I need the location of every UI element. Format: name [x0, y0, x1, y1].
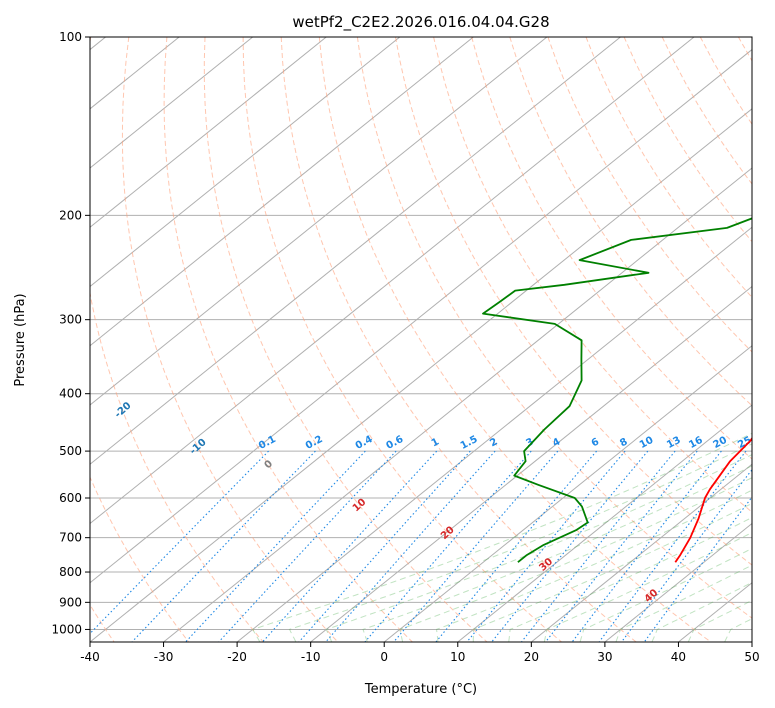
- moist-adiabat-line: [436, 489, 752, 642]
- x-axis-label: Temperature (°C): [364, 682, 477, 697]
- isotherm-line: [90, 108, 752, 642]
- moist-adiabat-line: [543, 532, 752, 642]
- isotherm-line: [90, 37, 474, 347]
- moist-adiabat-line: [251, 432, 752, 642]
- y-tick-label: 200: [59, 208, 82, 222]
- x-tick-label: -20: [227, 650, 247, 664]
- y-tick-label: 600: [59, 491, 82, 505]
- moist-adiabat-line: [288, 443, 752, 642]
- mixing-ratio-label: 1: [430, 436, 441, 449]
- isotherm-line: [531, 463, 752, 642]
- x-tick-label: -40: [80, 650, 100, 664]
- dry-adiabat-line: [121, 37, 339, 642]
- x-tick-label: 30: [597, 650, 612, 664]
- mixing-ratio-line: [643, 496, 752, 642]
- moist-adiabat-line: [651, 581, 752, 642]
- dry-adiabat-line: [163, 37, 413, 642]
- y-tick-label: 400: [59, 387, 82, 401]
- moist-adiabat-line: [325, 454, 752, 642]
- plot-frame: [89, 36, 753, 643]
- mixing-ratio-label: 6: [590, 436, 601, 449]
- mixing-ratio-label: 2: [488, 436, 499, 449]
- x-tick-label: 40: [671, 650, 686, 664]
- dry-adiabat-line: [356, 37, 752, 619]
- y-axis-label: Pressure (hPa): [13, 293, 28, 386]
- isotherm-line: [90, 48, 752, 584]
- isotherm-line: [90, 37, 695, 525]
- isotherm-line: [90, 37, 327, 228]
- x-tick-label: 0: [380, 650, 388, 664]
- mixing-ratio-line: [571, 450, 722, 642]
- y-tick-label: 700: [59, 531, 82, 545]
- dry-adiabat-line: [242, 37, 562, 642]
- isotherm-line: [383, 345, 752, 642]
- x-tick-label: 20: [524, 650, 539, 664]
- moist-adiabat-line: [615, 564, 752, 642]
- dry-adiabat-line: [90, 475, 190, 642]
- dry-adiabat-line: [203, 37, 488, 642]
- mixing-ratio-label: 8: [618, 436, 629, 449]
- x-tick-label: 50: [744, 650, 759, 664]
- plot-area: 0.10.20.40.611.52346810131620253036-100-…: [90, 37, 753, 642]
- isotherm-line: [90, 37, 548, 406]
- x-tick-label: 10: [450, 650, 465, 664]
- chart-title: wetPf2_C2E2.2026.016.04.04.G28: [292, 13, 549, 32]
- mixing-ratio-line: [218, 450, 397, 642]
- y-tick-label: 100: [59, 30, 82, 44]
- mixing-ratio-line: [435, 450, 598, 642]
- dry-adiabat-line: [547, 37, 752, 353]
- moist-adiabat-line: [399, 477, 752, 642]
- y-tick-label: 500: [59, 444, 82, 458]
- y-tick-label: 900: [59, 595, 82, 609]
- dry-adiabat-line: [280, 37, 637, 642]
- mixing-ratio-line: [545, 450, 698, 642]
- isotherm-line: [90, 37, 401, 288]
- dry-adiabat-line: [395, 37, 752, 566]
- moist-adiabat-line: [579, 547, 752, 642]
- mixing-ratio-label: 3: [524, 436, 535, 449]
- isotherm-line: [457, 404, 752, 642]
- isotherm-line: [90, 37, 621, 465]
- axes: -40 -30 -20 -10 0 10 20 30 40 50 100 200 300 400 500 60…: [51, 30, 759, 664]
- dry-adiabat-line: [585, 37, 752, 298]
- dry-adiabat-line: [433, 37, 752, 513]
- mixing-ratio-line: [298, 450, 471, 642]
- isotherm-line: [604, 522, 752, 642]
- x-tick-label: -30: [154, 650, 174, 664]
- mixing-ratio-label: 25: [736, 435, 753, 451]
- temperature-line: [674, 436, 752, 563]
- y-tick-label: 300: [59, 313, 82, 327]
- mixing-ratio-line: [262, 450, 438, 642]
- y-tick-label: 1000: [51, 622, 82, 636]
- y-tick-label: 800: [59, 565, 82, 579]
- isotherm-line: [90, 37, 254, 169]
- mixing-ratio-line: [466, 450, 626, 642]
- mixing-ratio-label: 4: [551, 436, 562, 449]
- mixing-ratio-line: [131, 450, 316, 642]
- dewpoint-line: [482, 217, 752, 563]
- mixing-ratio-line: [393, 450, 559, 642]
- x-tick-label: -10: [301, 650, 321, 664]
- mixing-ratio-line: [521, 450, 676, 642]
- isotherm-line: [236, 226, 752, 642]
- mixing-ratio-line: [90, 450, 269, 635]
- dry-adiabat-line: [318, 37, 712, 642]
- isotherm-line: [163, 167, 752, 642]
- mixing-ratio-line: [491, 450, 649, 642]
